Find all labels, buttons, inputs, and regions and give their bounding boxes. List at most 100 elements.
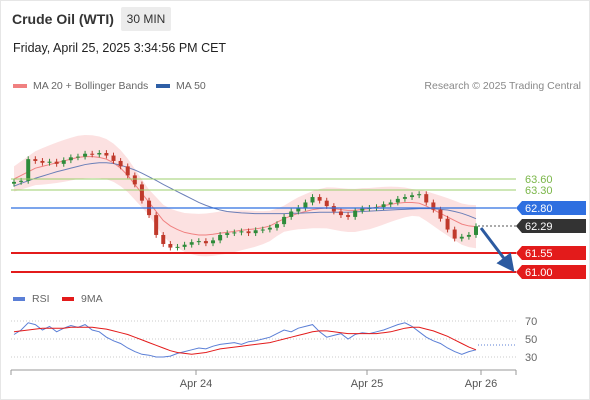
candle-body <box>239 231 244 233</box>
last-price-tag-label: 62.29 <box>525 221 553 233</box>
candle-body <box>346 215 351 217</box>
candle-body <box>410 195 415 198</box>
candle-body <box>395 198 400 203</box>
level-label-63-30: 63.30 <box>525 185 553 197</box>
candle-body <box>260 229 265 231</box>
support-tag-61-55 <box>516 246 586 260</box>
candle-body <box>232 232 237 234</box>
candle-body <box>267 227 272 230</box>
last-price-tag <box>516 219 586 233</box>
candle-body <box>211 240 216 244</box>
x-axis-label-apr24: Apr 24 <box>180 378 212 390</box>
rsi-legend-label: RSI <box>32 293 50 305</box>
candle-body <box>196 241 201 243</box>
candle-body <box>68 157 73 161</box>
rsi-line-layer <box>13 322 477 358</box>
rsi-ma-legend-label: 9MA <box>81 293 103 305</box>
candle-body <box>90 153 95 155</box>
candle-body <box>452 229 457 239</box>
candle-body <box>459 236 464 239</box>
candle-body <box>331 206 336 212</box>
timestamp: Friday, April 25, 2025 3:34:56 PM CET <box>13 41 227 55</box>
candle-body <box>317 197 322 201</box>
candle-body <box>474 226 478 235</box>
candle-body <box>381 204 386 208</box>
ma50-swatch <box>156 84 170 88</box>
interval-button[interactable]: 30 MIN <box>121 7 171 31</box>
research-credit: Research © 2025 Trading Central <box>424 80 581 92</box>
candle-body <box>19 180 24 182</box>
candle-body <box>225 233 230 235</box>
instrument-title: Crude Oil (WTI) <box>12 11 114 27</box>
legend-item-ma20: MA 20 + Bollinger Bands <box>13 80 148 92</box>
candle-body <box>12 181 16 184</box>
candle-body <box>246 231 251 234</box>
x-axis-label-apr25: Apr 25 <box>351 378 383 390</box>
candle-body <box>125 166 130 176</box>
legend-item-ma50: MA 50 <box>156 80 206 92</box>
candle-body <box>324 200 329 207</box>
support-tag-label-61-00: 61.00 <box>525 267 553 279</box>
support-tag-61-00 <box>516 265 586 279</box>
rsi-ma-swatch <box>62 297 74 301</box>
candle-body <box>431 202 436 210</box>
candle-body <box>253 230 258 234</box>
rsi-legend-item: RSI <box>13 293 50 305</box>
candle-body <box>61 160 66 164</box>
pivot-tag-label: 62.80 <box>525 203 553 215</box>
candle-body <box>289 211 294 217</box>
forecast-arrow <box>479 227 515 273</box>
candle-body <box>154 215 159 235</box>
candle-body <box>54 161 59 164</box>
rsi-ma-legend-item: 9MA <box>62 293 103 305</box>
legend-label-ma50: MA 50 <box>176 80 206 92</box>
candle-body <box>438 209 443 219</box>
candle-body <box>388 202 393 205</box>
candle-body <box>296 207 301 212</box>
pivot-tag <box>516 201 586 215</box>
bollinger-band-fill <box>14 135 476 257</box>
candle-body <box>26 159 31 181</box>
candle-body <box>40 160 45 163</box>
moving-average-layer <box>13 156 477 236</box>
candle-body <box>310 197 315 203</box>
candle-body <box>97 153 102 155</box>
candle-body <box>118 160 123 167</box>
rsi-ma-line <box>13 326 477 355</box>
level-label-63-60: 63.60 <box>525 174 553 186</box>
candle-body <box>360 208 365 211</box>
candle-body <box>182 244 187 247</box>
legend-label-ma20: MA 20 + Bollinger Bands <box>33 80 149 92</box>
rsi-tick-70: 70 <box>525 316 537 328</box>
ma20-swatch <box>13 84 27 88</box>
rsi-tick-30: 30 <box>525 352 537 364</box>
support-tag-label-61-55: 61.55 <box>525 248 553 260</box>
candle-body <box>417 194 422 196</box>
candle-body <box>274 224 279 228</box>
candle-body <box>203 241 208 244</box>
candle-body <box>189 242 194 245</box>
candle-body <box>353 210 358 217</box>
candle-body <box>282 216 287 225</box>
candle-body <box>132 175 137 185</box>
candle-body <box>303 202 308 208</box>
candle-body <box>218 234 223 241</box>
rsi-swatch <box>13 297 25 301</box>
candle-body <box>338 211 343 216</box>
candle-body <box>445 218 450 230</box>
candle-body <box>466 234 471 237</box>
candle-body <box>402 197 407 199</box>
x-axis-label-apr26: Apr 26 <box>465 378 497 390</box>
candle-body <box>104 153 109 156</box>
candle-body <box>175 246 180 248</box>
rsi-line <box>13 322 477 358</box>
candle-body <box>83 153 88 157</box>
ma50-line <box>13 162 477 220</box>
bollinger-band-layer <box>14 135 476 257</box>
candle-body <box>47 161 52 163</box>
candle-body <box>168 243 173 248</box>
ma20-line <box>13 156 477 236</box>
candle-body <box>111 155 116 161</box>
candle-body <box>424 194 429 203</box>
